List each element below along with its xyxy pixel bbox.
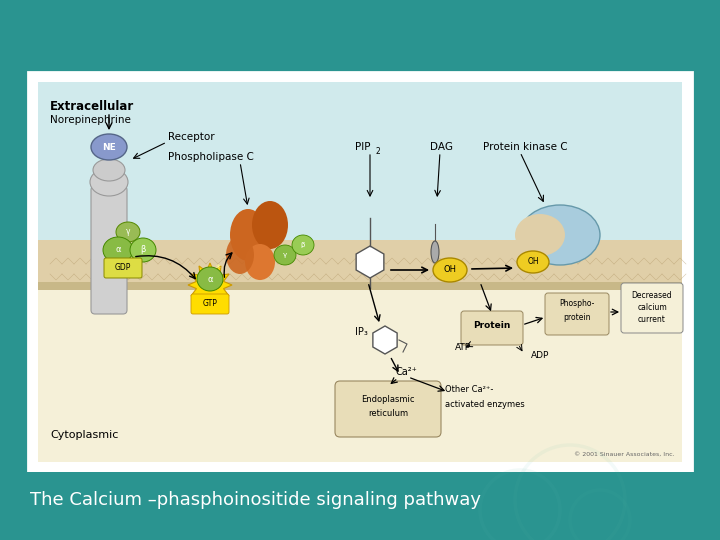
Text: ADP: ADP	[531, 351, 549, 360]
Text: activated enzymes: activated enzymes	[445, 400, 525, 409]
Ellipse shape	[433, 258, 467, 282]
FancyBboxPatch shape	[545, 293, 609, 335]
Text: Endoplasmic: Endoplasmic	[361, 395, 415, 404]
Ellipse shape	[90, 168, 128, 196]
Text: γ: γ	[126, 227, 130, 237]
Bar	[38, 82, 682, 240]
Text: Cytoplasmic: Cytoplasmic	[50, 430, 118, 440]
Bar	[0, 472, 720, 540]
Ellipse shape	[431, 241, 439, 263]
Ellipse shape	[230, 209, 266, 261]
Ellipse shape	[116, 222, 140, 242]
Bar	[38, 240, 682, 282]
Text: Decreased: Decreased	[631, 291, 672, 300]
Text: γ: γ	[283, 252, 287, 258]
Text: Protein: Protein	[473, 321, 510, 330]
Text: current: current	[638, 315, 666, 324]
Text: OH: OH	[444, 266, 456, 274]
Text: Phospholipase C: Phospholipase C	[168, 152, 254, 162]
Ellipse shape	[103, 237, 133, 263]
Ellipse shape	[517, 251, 549, 273]
Text: β: β	[140, 246, 145, 254]
Ellipse shape	[93, 159, 125, 181]
Ellipse shape	[245, 244, 275, 280]
Text: *: *	[215, 264, 220, 274]
Text: α: α	[207, 274, 212, 284]
Text: protein: protein	[563, 313, 590, 322]
Text: reticulum: reticulum	[368, 409, 408, 418]
Ellipse shape	[274, 245, 296, 265]
Text: PIP: PIP	[355, 142, 371, 152]
Text: OH: OH	[527, 258, 539, 267]
Text: ATP: ATP	[455, 343, 471, 352]
Text: Norepinephrine: Norepinephrine	[50, 115, 131, 125]
Ellipse shape	[252, 201, 288, 249]
Ellipse shape	[520, 205, 600, 265]
FancyBboxPatch shape	[461, 311, 523, 345]
Ellipse shape	[197, 267, 223, 291]
Text: Phospho-: Phospho-	[559, 299, 595, 308]
Text: Ca²⁺: Ca²⁺	[395, 367, 417, 377]
FancyBboxPatch shape	[91, 186, 127, 314]
Ellipse shape	[515, 214, 565, 256]
FancyBboxPatch shape	[621, 283, 683, 333]
Bar	[38, 82, 682, 462]
Text: IP₃: IP₃	[355, 327, 368, 337]
Text: The Calcium –phasphoinositide signaling pathway: The Calcium –phasphoinositide signaling …	[30, 491, 481, 509]
Text: GDP: GDP	[114, 264, 131, 273]
Text: NE: NE	[102, 143, 116, 152]
Ellipse shape	[91, 134, 127, 160]
Bar	[38, 282, 682, 290]
FancyBboxPatch shape	[104, 258, 142, 278]
Text: Protein kinase C: Protein kinase C	[483, 142, 567, 152]
Text: © 2001 Sinauer Associates, Inc.: © 2001 Sinauer Associates, Inc.	[575, 452, 675, 457]
Bar	[28, 72, 692, 472]
Text: α: α	[115, 246, 121, 254]
Polygon shape	[373, 326, 397, 354]
Text: calcium: calcium	[637, 303, 667, 312]
Text: Receptor: Receptor	[168, 132, 215, 142]
Text: DAG: DAG	[430, 142, 453, 152]
Ellipse shape	[130, 238, 156, 262]
FancyBboxPatch shape	[191, 294, 229, 314]
Ellipse shape	[292, 235, 314, 255]
Text: 2: 2	[376, 147, 381, 156]
Polygon shape	[356, 246, 384, 278]
Text: Extracellular: Extracellular	[50, 100, 134, 113]
Ellipse shape	[226, 236, 254, 274]
Polygon shape	[188, 263, 232, 307]
Text: β: β	[301, 242, 305, 248]
Text: GTP: GTP	[202, 300, 217, 308]
Text: Other Ca²⁺-: Other Ca²⁺-	[445, 385, 493, 394]
FancyBboxPatch shape	[335, 381, 441, 437]
